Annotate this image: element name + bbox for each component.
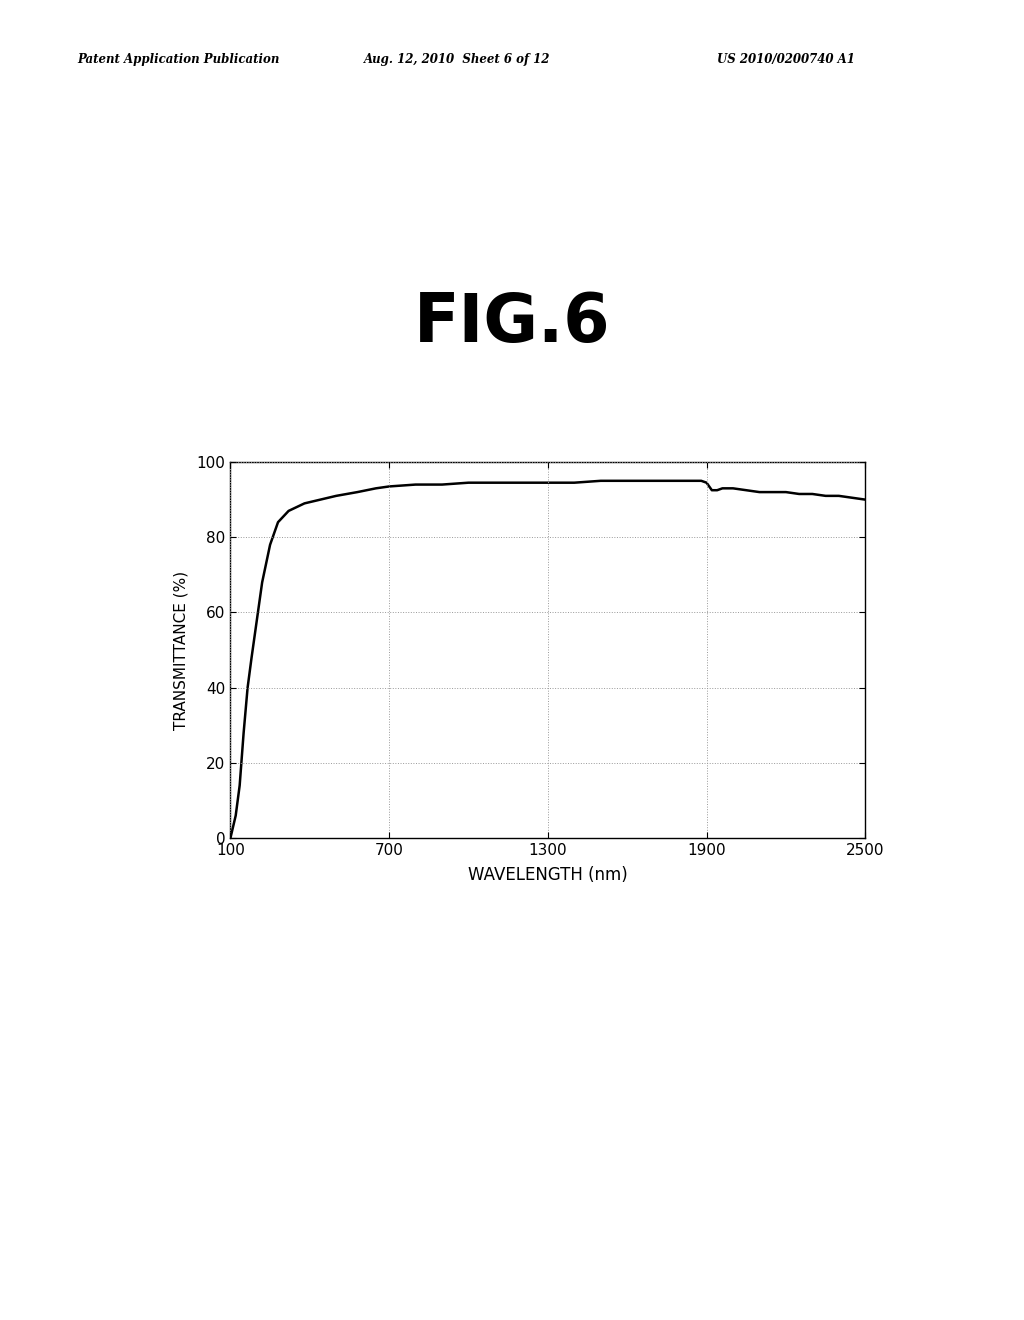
X-axis label: WAVELENGTH (nm): WAVELENGTH (nm) bbox=[468, 866, 628, 884]
Text: US 2010/0200740 A1: US 2010/0200740 A1 bbox=[717, 53, 855, 66]
Text: Aug. 12, 2010  Sheet 6 of 12: Aug. 12, 2010 Sheet 6 of 12 bbox=[364, 53, 550, 66]
Text: Patent Application Publication: Patent Application Publication bbox=[77, 53, 280, 66]
Y-axis label: TRANSMITTANCE (%): TRANSMITTANCE (%) bbox=[173, 570, 188, 730]
Text: FIG.6: FIG.6 bbox=[414, 290, 610, 356]
